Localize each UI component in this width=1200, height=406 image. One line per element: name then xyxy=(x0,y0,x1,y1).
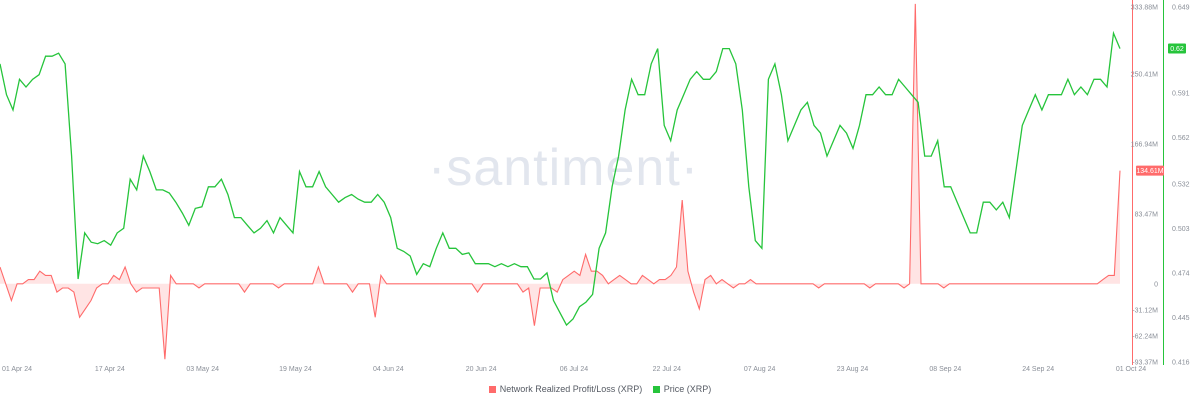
y-right-tick-label: 0.503 xyxy=(1172,226,1190,233)
legend-swatch-price xyxy=(652,385,660,393)
legend-item-price[interactable]: Price (XRP) xyxy=(652,384,712,394)
y-left-tick-label: -62.24M xyxy=(1132,333,1158,340)
profit-loss-line xyxy=(0,3,1121,360)
y-right-tick-label: 0.474 xyxy=(1172,270,1190,277)
legend-item-profit-loss[interactable]: Network Realized Profit/Loss (XRP) xyxy=(488,384,643,394)
y-right-tick-label: 0.532 xyxy=(1172,181,1190,188)
x-tick-label: 01 Apr 24 xyxy=(2,366,32,373)
legend-label-profit-loss: Network Realized Profit/Loss (XRP) xyxy=(499,384,643,394)
line-layer xyxy=(0,3,1121,360)
y-left-tick-label: 83.47M xyxy=(1135,211,1159,218)
axis-layer: 333.88M 250.41M 166.94M 83.47M 0 -31.12M -62.2… xyxy=(2,0,1190,373)
x-tick-label: 20 Jun 24 xyxy=(466,366,497,373)
legend: Network Realized Profit/Loss (XRP) Price… xyxy=(0,384,1200,395)
santiment-watermark: ·santiment· xyxy=(428,139,700,197)
price-current-value: 0.62 xyxy=(1170,46,1184,53)
y-left-tick-label: 0 xyxy=(1154,281,1158,288)
chart-canvas: 333.88M 250.41M 166.94M 83.47M 0 -31.12M -62.2… xyxy=(0,0,1190,373)
x-tick-label: 07 Aug 24 xyxy=(744,366,776,373)
y-right-tick-label: 0.416 xyxy=(1172,360,1190,367)
y-left-tick-label: 166.94M xyxy=(1131,141,1158,148)
x-tick-label: 17 Apr 24 xyxy=(95,366,125,373)
y-left-tick-label: 250.41M xyxy=(1131,71,1158,78)
price-current-badge xyxy=(1168,43,1186,54)
x-tick-label: 01 Oct 24 xyxy=(1116,366,1146,373)
x-tick-label: 03 May 24 xyxy=(186,366,219,373)
x-tick-label: 19 May 24 xyxy=(279,366,312,373)
x-tick-label: 08 Sep 24 xyxy=(929,366,961,373)
x-tick-label: 23 Aug 24 xyxy=(837,366,869,373)
price-line xyxy=(0,30,1121,327)
x-tick-label: 22 Jul 24 xyxy=(653,366,682,373)
y-right-tick-label: 0.562 xyxy=(1172,135,1190,142)
y-right-tick-label: 0.445 xyxy=(1172,315,1190,322)
legend-swatch-profit-loss xyxy=(488,385,496,393)
x-tick-label: 04 Jun 24 xyxy=(373,366,404,373)
profit-loss-current-badge xyxy=(1136,165,1164,176)
y-left-tick-label: -93.37M xyxy=(1132,360,1158,367)
profit-loss-current-value: 134.61M xyxy=(1136,168,1163,175)
legend-label-price: Price (XRP) xyxy=(663,384,712,394)
x-tick-label: 24 Sep 24 xyxy=(1022,366,1054,373)
y-left-tick-label: -31.12M xyxy=(1132,307,1158,314)
y-right-tick-label: 0.591 xyxy=(1172,91,1190,98)
y-right-tick-label: 0.649 xyxy=(1172,5,1190,12)
x-tick-label: 06 Jul 24 xyxy=(560,366,589,373)
y-left-tick-label: 333.88M xyxy=(1131,5,1158,12)
